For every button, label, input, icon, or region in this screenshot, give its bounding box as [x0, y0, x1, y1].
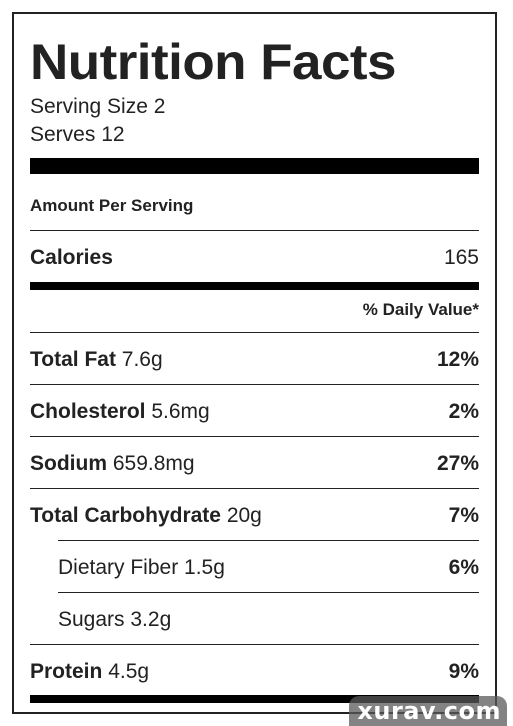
- nutrient-row-total-fat: Total Fat 7.6g 12%: [30, 345, 479, 375]
- nutrient-daily-value: 7%: [448, 504, 479, 527]
- nutrient-name: Dietary Fiber: [58, 556, 185, 579]
- divider: [30, 332, 479, 333]
- divider: [30, 230, 479, 231]
- nutrient-row-sodium: Sodium 659.8mg 27%: [30, 449, 479, 479]
- watermark-text: xurav.com: [357, 697, 501, 725]
- nutrient-daily-value: 9%: [448, 660, 479, 683]
- label-title: Nutrition Facts: [30, 34, 397, 90]
- divider: [58, 592, 479, 593]
- nutrient-row-cholesterol: Cholesterol 5.6mg 2%: [30, 397, 479, 427]
- nutrient-daily-value: 12%: [436, 348, 479, 371]
- calories-row: Calories 165: [30, 243, 479, 273]
- divider: [30, 384, 479, 385]
- nutrient-name: Sodium: [30, 452, 113, 475]
- nutrient-amount: 3.2g: [130, 608, 172, 631]
- divider: [58, 540, 479, 541]
- serving-size: Serving Size 2: [30, 95, 166, 118]
- nutrient-amount: 7.6g: [121, 348, 163, 371]
- watermark-badge: [349, 696, 507, 726]
- nutrient-amount: 5.6mg: [151, 400, 210, 423]
- nutrient-name: Protein: [30, 660, 109, 683]
- nutrient-daily-value: 27%: [436, 452, 479, 475]
- nutrient-row-sugars: Sugars 3.2g: [58, 605, 479, 635]
- divider: [30, 488, 479, 489]
- nutrient-name: Total Fat: [30, 348, 122, 371]
- thick-divider-mid: [30, 282, 479, 290]
- nutrient-amount: 1.5g: [184, 556, 225, 579]
- nutrient-amount: 659.8mg: [112, 452, 195, 475]
- nutrient-daily-value: 2%: [448, 400, 479, 423]
- nutrition-label-inner: Nutrition Facts Serving Size 2 Serves 12…: [30, 14, 479, 712]
- nutrient-name: Sugars: [58, 608, 131, 631]
- nutrition-label: Nutrition Facts Serving Size 2 Serves 12…: [12, 12, 497, 714]
- divider: [30, 436, 479, 437]
- thick-divider-bottom: [30, 695, 479, 703]
- nutrient-row-dietary-fiber: Dietary Fiber 1.5g 6%: [58, 553, 479, 583]
- nutrient-row-protein: Protein 4.5g 9%: [30, 657, 479, 687]
- thick-divider-top: [30, 158, 479, 174]
- nutrient-name: Cholesterol: [30, 400, 152, 423]
- nutrient-amount: 20g: [226, 504, 262, 527]
- calories-label: Calories: [30, 246, 113, 269]
- divider: [30, 644, 479, 645]
- serves-count: Serves 12: [30, 123, 125, 146]
- daily-value-header: % Daily Value*: [362, 300, 479, 319]
- nutrient-name: Total Carbohydrate: [30, 504, 227, 527]
- nutrient-daily-value: 6%: [448, 556, 479, 579]
- amount-per-serving: Amount Per Serving: [30, 196, 194, 215]
- nutrient-row-total-carbohydrate: Total Carbohydrate 20g 7%: [30, 501, 479, 531]
- nutrient-amount: 4.5g: [108, 660, 150, 683]
- calories-value: 165: [443, 246, 479, 269]
